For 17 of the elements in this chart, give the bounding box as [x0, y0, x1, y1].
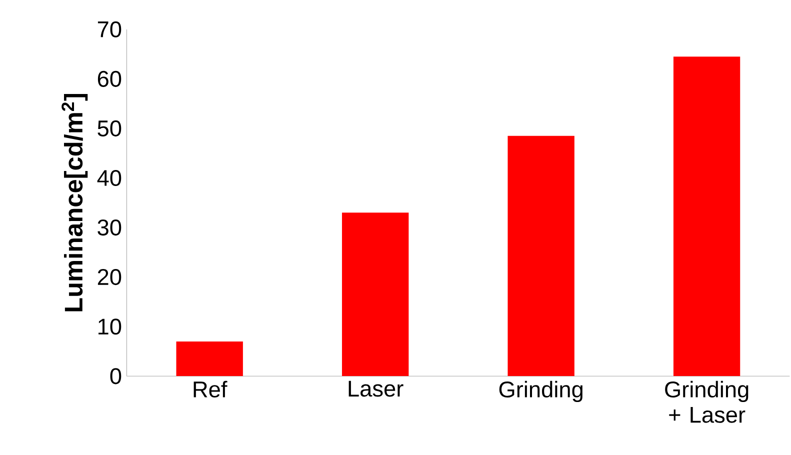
- bar: [176, 342, 243, 376]
- x-tick-label: Laser: [348, 380, 404, 397]
- y-tick-label: 50: [98, 120, 122, 137]
- bar: [673, 56, 740, 376]
- y-tick-label: 60: [98, 70, 122, 87]
- x-tick-label: Grinding + Laser: [665, 380, 748, 423]
- y-tick-label: 20: [98, 269, 122, 286]
- bar: [508, 136, 574, 376]
- y-axis-title: Luminance[cd/m$^{2}$]: [62, 94, 88, 312]
- y-tick-label: 10: [98, 318, 122, 335]
- x-tick-label: Grinding: [499, 380, 582, 402]
- x-tick-label: Ref: [194, 380, 228, 398]
- y-tick-label: 70: [98, 21, 122, 38]
- y-tick-label: 30: [98, 220, 122, 236]
- bar: [342, 212, 409, 376]
- y-tick-label: 40: [97, 170, 122, 186]
- y-tick-label: 0: [110, 368, 122, 384]
